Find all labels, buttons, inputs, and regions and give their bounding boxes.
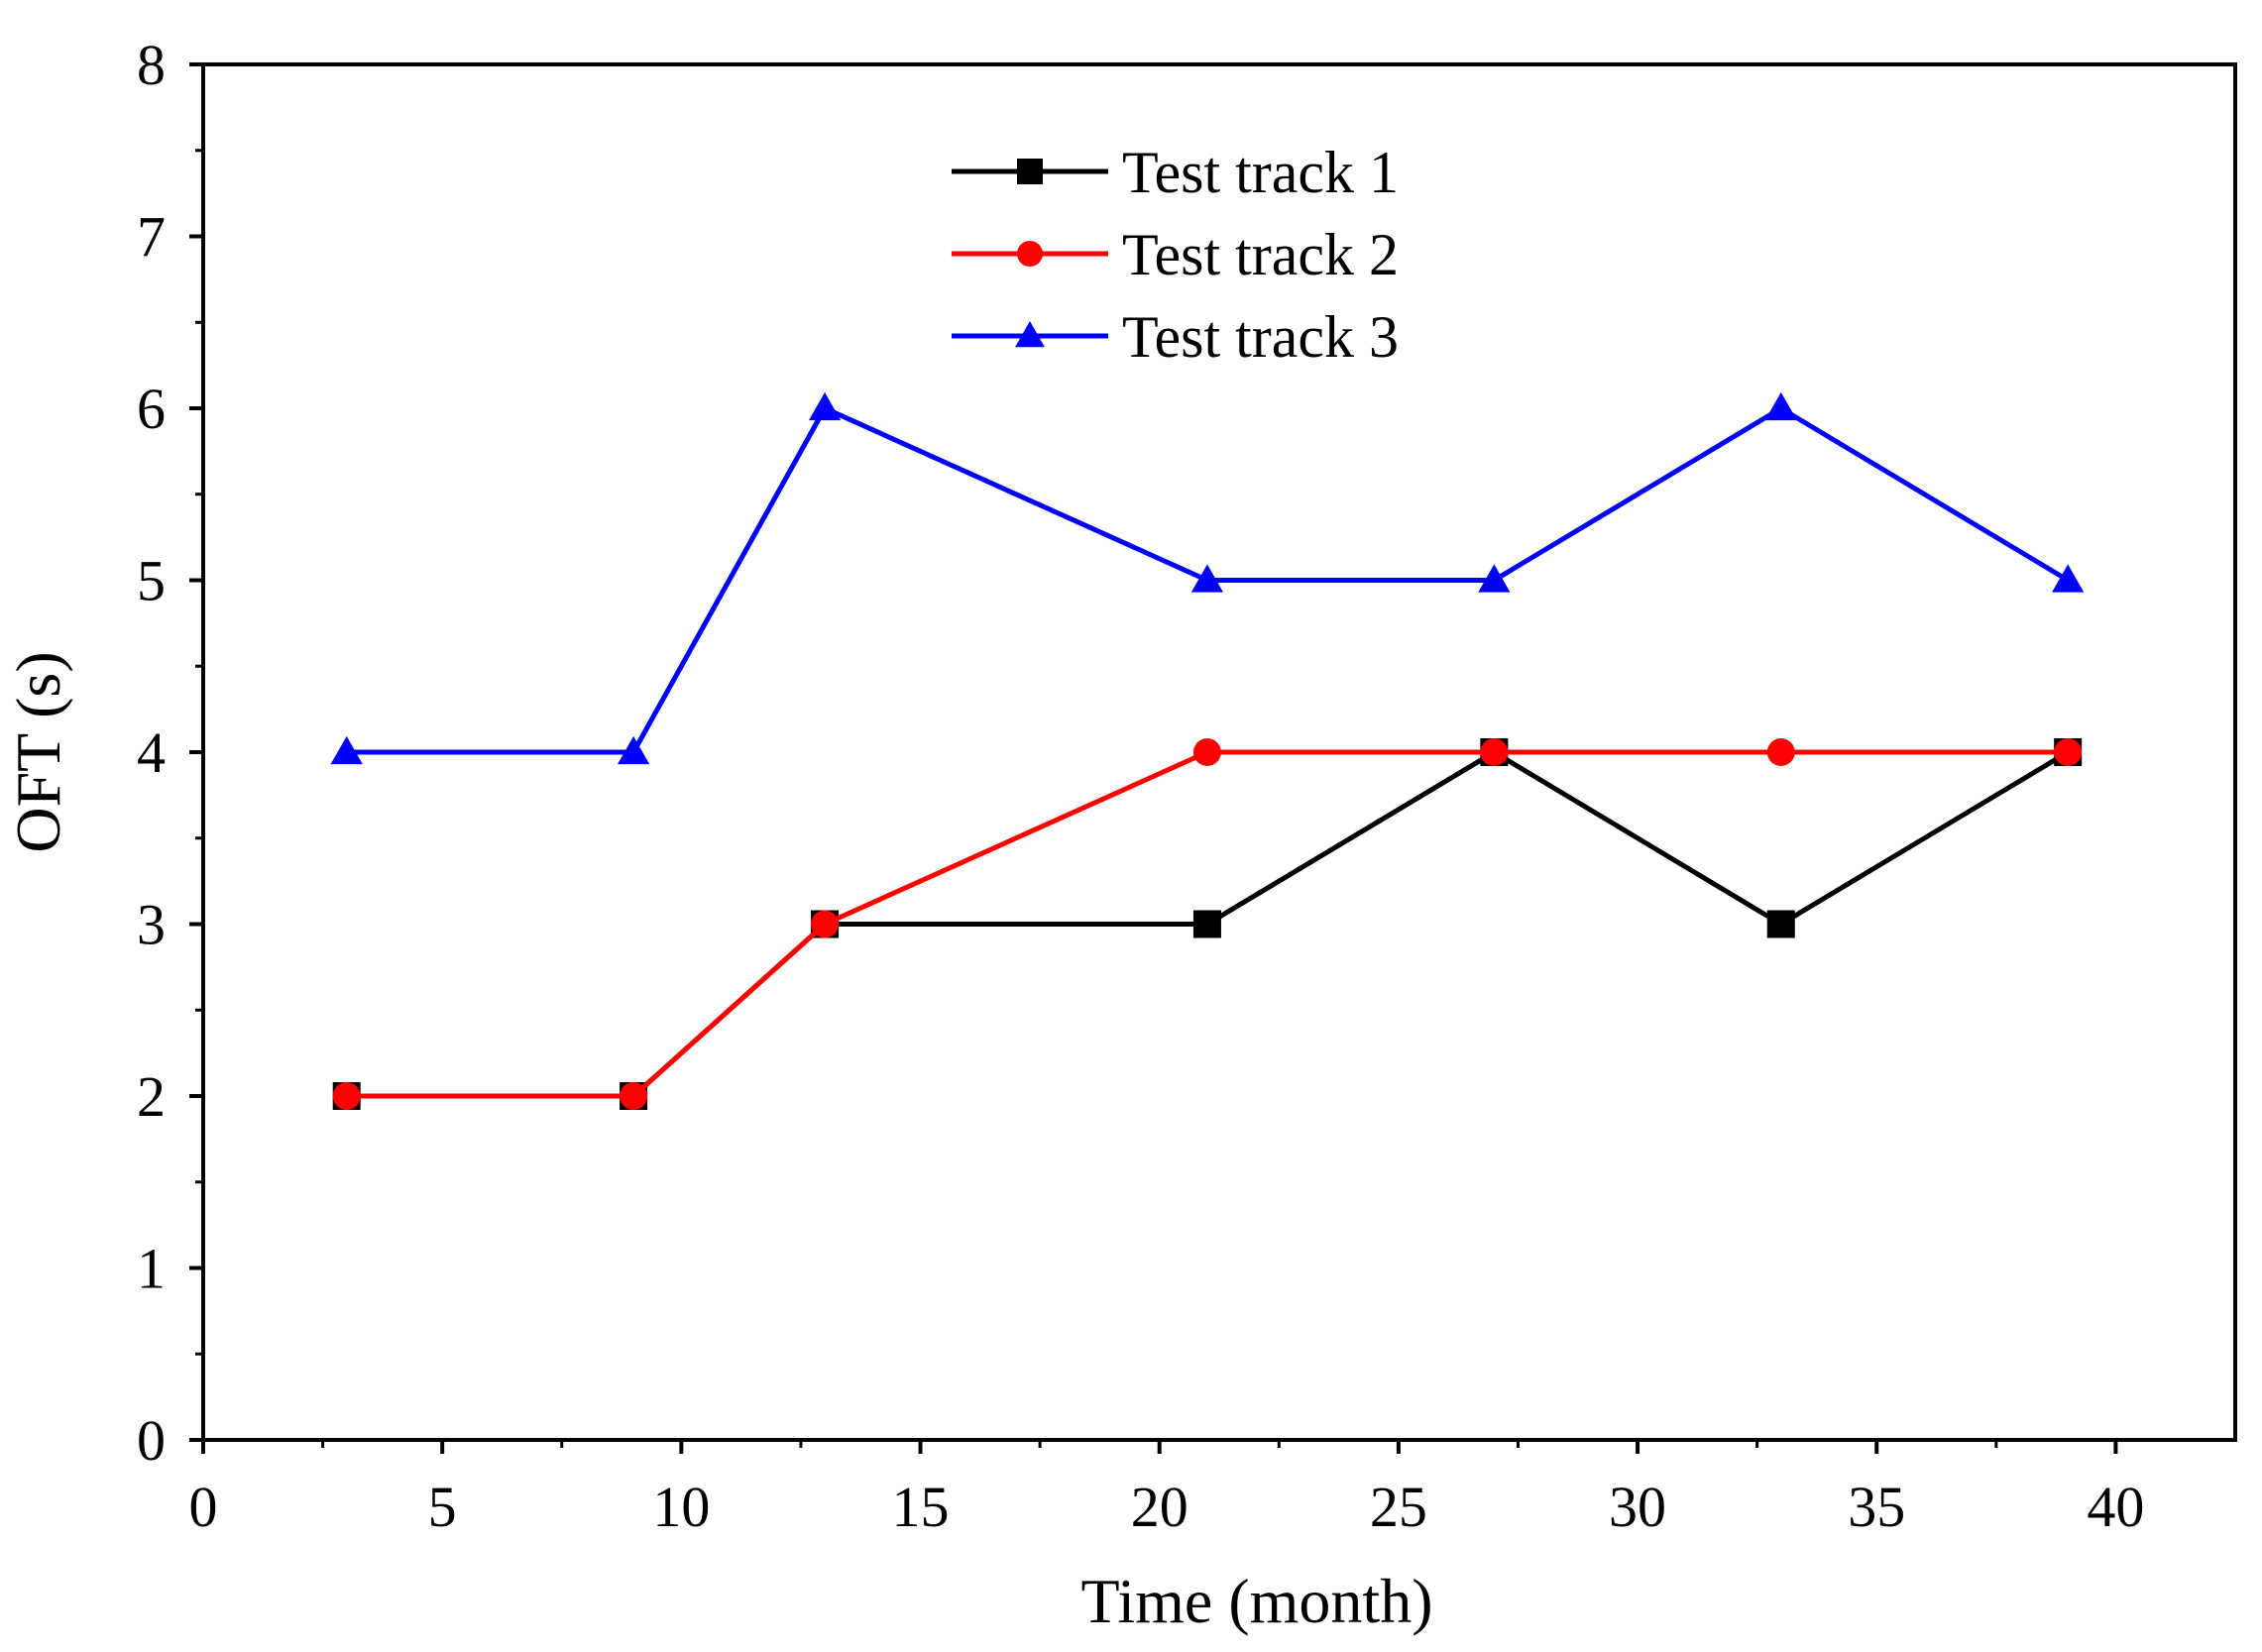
series-1 <box>332 738 2083 1110</box>
y-tick-label: 6 <box>137 377 166 441</box>
series-3-point <box>1764 391 1797 421</box>
legend-label: Test track 2 <box>1122 222 1399 287</box>
y-tick-label: 2 <box>137 1064 166 1129</box>
legend-label: Test track 1 <box>1122 140 1399 205</box>
legend-item-3: Test track 3 <box>952 304 1399 370</box>
legend-marker <box>1015 321 1045 348</box>
x-tick-label: 0 <box>189 1475 218 1539</box>
y-tick-label: 4 <box>137 720 166 785</box>
legend-item-2: Test track 2 <box>952 222 1399 287</box>
x-tick-label: 15 <box>892 1475 950 1539</box>
series-2-point <box>1192 738 1221 766</box>
legend-marker <box>1017 241 1043 267</box>
y-tick-label: 1 <box>137 1237 166 1301</box>
series-2-point <box>620 1082 648 1110</box>
axis-ticks: 0 5 10 15 20 25 30 35 40 0 1 2 3 4 5 6 7 8 <box>137 33 2144 1539</box>
y-tick-label: 7 <box>137 205 166 270</box>
series-3-point <box>808 391 842 421</box>
legend: Test track 1 Test track 2 Test track 3 <box>952 140 1399 370</box>
series-3-point <box>1190 564 1224 593</box>
x-tick-label: 25 <box>1370 1475 1427 1539</box>
series-2-point <box>332 1082 361 1110</box>
x-tick-label: 40 <box>2087 1475 2144 1539</box>
series-2-point <box>1480 738 1509 766</box>
series-2-point <box>1766 738 1795 766</box>
series-1-point <box>1192 910 1221 938</box>
y-tick-label: 8 <box>137 33 166 97</box>
legend-marker <box>1017 159 1043 184</box>
series-2-point <box>2054 738 2083 766</box>
series-2 <box>332 738 2083 1110</box>
x-tick-label: 35 <box>1848 1475 1905 1539</box>
series-3 <box>330 391 2085 765</box>
y-tick-label: 0 <box>137 1408 166 1473</box>
series-1-point <box>1766 910 1795 938</box>
series-3-point <box>1478 564 1511 593</box>
legend-label: Test track 3 <box>1122 304 1399 370</box>
x-axis-title: Time (month) <box>1081 1566 1433 1636</box>
x-tick-label: 30 <box>1609 1475 1666 1539</box>
y-tick-label: 5 <box>137 549 166 613</box>
x-tick-label: 10 <box>652 1475 710 1539</box>
series-2-point <box>811 910 840 938</box>
y-tick-label: 3 <box>137 893 166 957</box>
y-axis-title: OFT (s) <box>3 651 73 852</box>
x-tick-label: 20 <box>1131 1475 1188 1539</box>
legend-item-1: Test track 1 <box>952 140 1399 205</box>
series-3-point <box>330 735 363 765</box>
x-tick-label: 5 <box>428 1475 457 1539</box>
series-3-point <box>618 735 650 765</box>
series-layer <box>330 391 2085 1110</box>
series-3-point <box>2052 564 2085 593</box>
